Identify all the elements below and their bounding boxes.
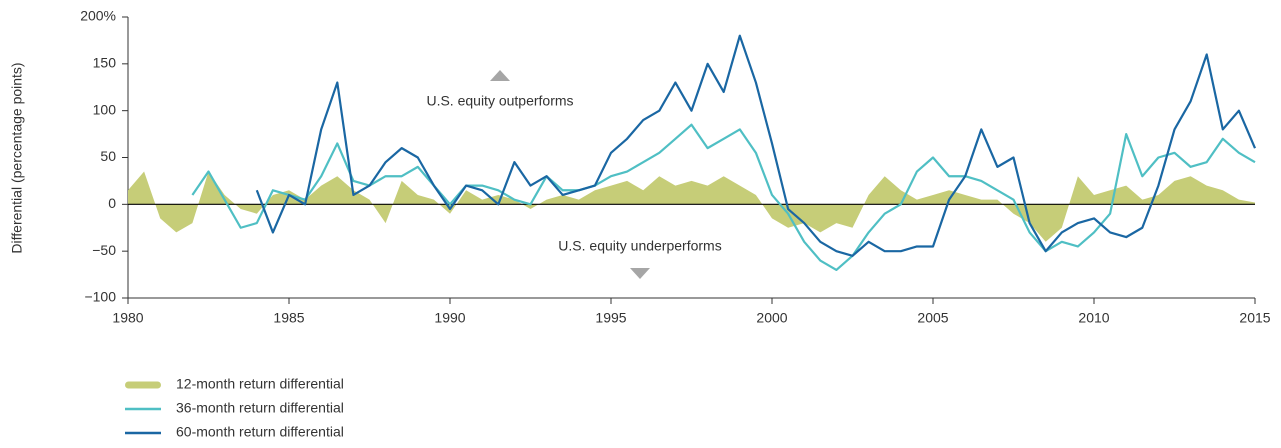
x-tick-label: 1990 xyxy=(434,310,465,326)
x-tick-label: 1995 xyxy=(595,310,626,326)
y-axis-label: Differential (percentage points) xyxy=(9,62,25,253)
annotation: U.S. equity outperforms xyxy=(426,93,573,109)
legend-label: 36-month return differential xyxy=(176,400,344,416)
down-arrow xyxy=(630,268,650,279)
y-tick-label: −50 xyxy=(92,242,116,258)
x-tick-label: 2015 xyxy=(1239,310,1270,326)
y-tick-label: −100 xyxy=(84,289,116,305)
legend-label: 60-month return differential xyxy=(176,424,344,440)
y-tick-label: 0 xyxy=(108,195,116,211)
y-tick-label: 100 xyxy=(93,101,117,117)
annotation: U.S. equity underperforms xyxy=(558,238,721,254)
area xyxy=(128,171,1255,242)
up-arrow xyxy=(490,70,510,81)
x-tick-label: 1980 xyxy=(112,310,143,326)
legend-swatch xyxy=(125,381,161,389)
x-tick-label: 2005 xyxy=(917,310,948,326)
y-tick-label: 50 xyxy=(100,148,116,164)
line xyxy=(255,34,1257,257)
x-tick-label: 2010 xyxy=(1078,310,1109,326)
x-tick-label: 1985 xyxy=(273,310,304,326)
y-tick-label: 150 xyxy=(93,55,117,71)
legend-label: 12-month return differential xyxy=(176,376,344,392)
x-tick-label: 2000 xyxy=(756,310,787,326)
y-tick-label: 200% xyxy=(80,8,116,24)
